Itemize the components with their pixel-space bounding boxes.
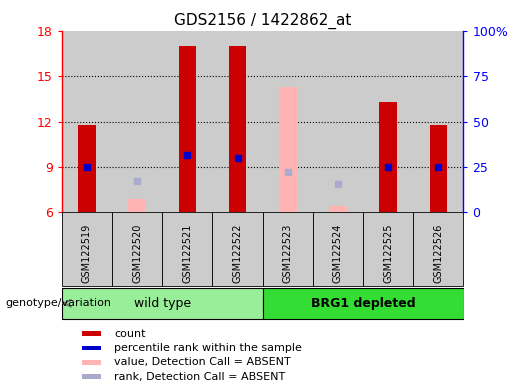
- Bar: [313, 31, 363, 212]
- Bar: [62, 288, 263, 319]
- Bar: [413, 212, 464, 286]
- Text: wild type: wild type: [134, 297, 191, 310]
- Title: GDS2156 / 1422862_at: GDS2156 / 1422862_at: [174, 13, 351, 29]
- Text: GSM122521: GSM122521: [182, 223, 192, 283]
- Bar: [78, 124, 96, 212]
- Bar: [212, 212, 263, 286]
- Bar: [329, 206, 347, 212]
- Bar: [82, 360, 101, 365]
- Bar: [162, 212, 212, 286]
- Bar: [313, 212, 363, 286]
- Bar: [363, 31, 413, 212]
- Bar: [82, 346, 101, 351]
- Bar: [263, 288, 464, 319]
- Text: GSM122526: GSM122526: [434, 223, 443, 283]
- Bar: [229, 46, 246, 212]
- Bar: [179, 46, 196, 212]
- Bar: [112, 31, 162, 212]
- Bar: [263, 212, 313, 286]
- Bar: [363, 212, 413, 286]
- Bar: [82, 374, 101, 379]
- Bar: [62, 212, 112, 286]
- Bar: [263, 31, 313, 212]
- Text: BRG1 depleted: BRG1 depleted: [311, 297, 416, 310]
- Bar: [279, 87, 297, 212]
- Text: GSM122523: GSM122523: [283, 223, 293, 283]
- Bar: [212, 31, 263, 212]
- Bar: [82, 331, 101, 336]
- Bar: [413, 31, 464, 212]
- Text: rank, Detection Call = ABSENT: rank, Detection Call = ABSENT: [114, 372, 285, 382]
- Text: GSM122524: GSM122524: [333, 223, 343, 283]
- Bar: [128, 199, 146, 212]
- Text: GSM122522: GSM122522: [233, 223, 243, 283]
- Bar: [162, 31, 212, 212]
- Text: value, Detection Call = ABSENT: value, Detection Call = ABSENT: [114, 358, 291, 367]
- Bar: [430, 124, 447, 212]
- Text: count: count: [114, 329, 146, 339]
- Text: GSM122520: GSM122520: [132, 223, 142, 283]
- Bar: [380, 102, 397, 212]
- Text: GSM122525: GSM122525: [383, 223, 393, 283]
- Bar: [62, 31, 112, 212]
- Bar: [112, 212, 162, 286]
- Text: GSM122519: GSM122519: [82, 223, 92, 283]
- Text: genotype/variation: genotype/variation: [5, 298, 111, 308]
- Text: percentile rank within the sample: percentile rank within the sample: [114, 343, 302, 353]
